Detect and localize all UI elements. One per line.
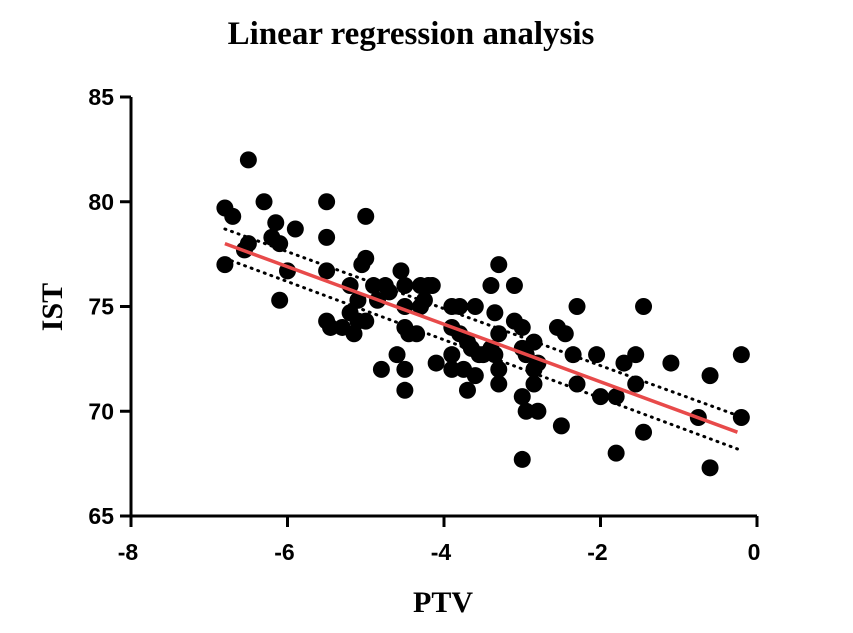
x-tick-label-0: 0 [748,539,761,565]
data-point-62 [482,277,500,295]
data-point-9 [271,235,289,253]
data-point-12 [271,291,289,309]
data-point-82 [513,450,531,468]
data-point-13 [318,193,336,211]
data-point-15 [318,262,336,280]
data-point-95 [627,375,645,393]
data-point-84 [552,417,570,435]
y-tick-label-70: 70 [88,398,114,424]
data-point-93 [615,354,633,372]
confidence-bands [223,227,739,451]
data-point-46 [423,277,441,295]
data-points [216,151,750,477]
data-point-85 [556,325,574,343]
x-tick-label--4: -4 [431,539,452,565]
data-point-89 [588,346,606,364]
data-point-54 [443,346,461,364]
x-axis-label: PTV [413,586,473,619]
data-point-72 [513,318,531,336]
data-point-37 [408,325,426,343]
data-point-6 [255,193,273,211]
x-ticks: -8 -6 -4 -2 0 [118,516,761,565]
y-axis-label: IST [36,283,69,331]
ci-lower-line [223,256,739,451]
data-point-55 [443,360,461,378]
y-ticks: 65 70 75 80 85 [88,84,131,529]
data-point-94 [627,346,645,364]
data-point-38 [388,346,406,364]
data-point-70 [505,277,523,295]
y-tick-label-85: 85 [88,84,114,110]
data-point-40 [396,381,414,399]
data-point-92 [607,444,625,462]
data-point-86 [568,298,586,315]
data-point-67 [486,346,504,364]
data-point-49 [451,298,469,315]
data-point-47 [427,354,445,372]
data-point-20 [353,256,371,274]
data-point-1 [224,207,242,225]
ci-upper-line [223,227,739,417]
data-point-45 [412,298,430,315]
data-point-33 [396,277,414,295]
data-point-102 [732,346,750,364]
data-point-100 [701,367,719,385]
data-point-103 [732,409,750,427]
data-point-18 [357,207,375,225]
data-point-2 [216,256,234,274]
data-point-32 [392,262,410,280]
y-tick-label-75: 75 [88,294,114,320]
data-point-65 [490,325,508,343]
data-point-14 [318,228,336,246]
data-point-58 [466,367,484,385]
y-tick-label-80: 80 [88,189,114,215]
x-tick-label--6: -6 [274,539,294,565]
data-point-63 [490,256,508,274]
data-point-31 [380,283,398,301]
data-point-27 [357,312,375,330]
data-point-26 [345,325,363,343]
data-point-5 [239,151,257,169]
data-point-10 [286,220,304,238]
data-point-96 [635,298,653,315]
data-point-59 [466,298,484,315]
data-point-64 [486,304,504,322]
data-point-98 [662,354,680,372]
x-tick-label--2: -2 [587,539,607,565]
data-point-69 [490,375,508,393]
regression-line [224,242,739,434]
data-point-81 [529,402,547,420]
data-point-97 [635,423,653,441]
data-point-80 [517,402,535,420]
data-point-78 [525,375,543,393]
data-point-8 [267,214,285,232]
chart-title: Linear regression analysis [228,16,595,52]
data-point-41 [372,360,390,378]
data-point-68 [490,360,508,378]
data-point-57 [458,381,476,399]
data-point-88 [568,375,586,393]
y-tick-label-65: 65 [88,503,114,529]
x-tick-label--8: -8 [118,539,139,565]
data-point-17 [322,318,340,336]
data-point-101 [701,459,719,477]
axes [129,97,757,518]
regression-line-group [224,242,739,434]
data-point-39 [396,360,414,378]
data-point-79 [513,388,531,406]
